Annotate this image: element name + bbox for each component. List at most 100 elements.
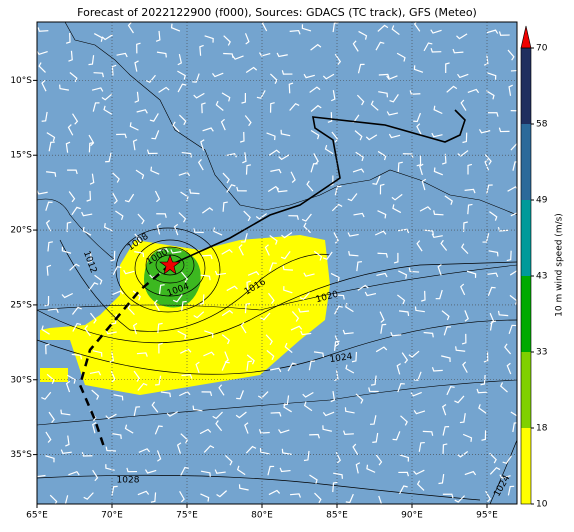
wind-barb xyxy=(322,411,335,417)
wind-barb xyxy=(464,470,477,476)
wind-barb xyxy=(195,361,200,374)
wind-barb xyxy=(509,294,517,305)
wind-barb xyxy=(176,442,182,454)
wind-barb xyxy=(112,290,124,296)
wind-barb xyxy=(354,130,363,141)
wind-barb xyxy=(377,252,388,258)
wind-barb xyxy=(413,469,425,475)
wind-barb xyxy=(379,183,385,195)
wind-barb xyxy=(433,210,444,216)
wind-barb xyxy=(173,294,183,303)
wind-yellow xyxy=(40,368,68,382)
wind-barb xyxy=(441,153,447,165)
wind-barb xyxy=(238,244,244,256)
wind-barb xyxy=(430,29,442,34)
wind-barb xyxy=(347,193,358,202)
wind-barb xyxy=(506,250,512,262)
wind-barb xyxy=(375,41,385,51)
wind-barb xyxy=(67,374,76,384)
wind-barb xyxy=(156,51,167,58)
wind-barb xyxy=(179,348,192,354)
wind-barb xyxy=(72,113,79,125)
wind-barb xyxy=(289,493,301,498)
wind-barb xyxy=(61,495,69,504)
wind-barb xyxy=(330,272,340,282)
wind-barb xyxy=(156,450,162,462)
wind-barb xyxy=(502,455,512,465)
wind-barb xyxy=(245,164,252,175)
wind-barb xyxy=(483,351,489,363)
wind-barb xyxy=(144,469,157,474)
colorbar-segment xyxy=(521,124,531,200)
wind-barb xyxy=(212,411,223,420)
wind-barb xyxy=(116,133,127,139)
wind-barb xyxy=(260,312,271,321)
wind-barb xyxy=(467,88,480,94)
wind-barb xyxy=(132,322,138,335)
wind-barb xyxy=(489,211,498,221)
wind-barb xyxy=(266,132,276,141)
wind-barb xyxy=(488,250,499,257)
wind-barb xyxy=(105,413,117,420)
wind-barb xyxy=(438,473,445,485)
wind-barb xyxy=(342,329,354,335)
wind-barb xyxy=(431,132,443,138)
wind-barb xyxy=(333,472,343,479)
wind-barb xyxy=(345,493,354,504)
wind-barb xyxy=(486,29,499,34)
colorbar-segment xyxy=(521,428,531,504)
wind-barb xyxy=(498,127,510,133)
wind-barb xyxy=(46,373,55,385)
wind-barb xyxy=(173,223,179,236)
wind-barb xyxy=(137,213,145,225)
x-tick-label: 95°E xyxy=(476,511,498,521)
wind-barb xyxy=(71,353,82,360)
wind-barb xyxy=(423,229,434,236)
wind-barb xyxy=(166,411,179,417)
wind-barb xyxy=(71,306,82,315)
wind-barb xyxy=(150,166,160,175)
wind-barb xyxy=(279,467,291,473)
wind-barb xyxy=(47,308,59,313)
wind-barb xyxy=(330,391,336,403)
wind-barb xyxy=(461,243,469,255)
wind-barb xyxy=(60,409,71,416)
wind-barb xyxy=(37,50,48,56)
wind-barb xyxy=(241,93,247,104)
wind-barb xyxy=(218,384,225,396)
wind-barb xyxy=(37,190,48,195)
wind-barb xyxy=(499,474,511,479)
wind-barb xyxy=(334,369,339,382)
wind-barb xyxy=(170,23,181,32)
wind-barb xyxy=(111,433,122,440)
wind-barb xyxy=(460,283,466,296)
wind-barb xyxy=(291,311,300,322)
wind-barb xyxy=(45,201,53,211)
wind-barb xyxy=(203,445,215,453)
wind-barb xyxy=(199,428,212,435)
wind-barb xyxy=(115,210,124,221)
wind-barb xyxy=(498,31,510,36)
wind-barb xyxy=(301,213,312,222)
x-tick-label: 80°E xyxy=(251,511,273,521)
wind-barb xyxy=(351,351,358,363)
wind-barb xyxy=(87,252,92,264)
wind-barb xyxy=(154,190,161,203)
wind-barb xyxy=(431,233,443,239)
wind-barb xyxy=(112,172,120,183)
x-tick-label: 90°E xyxy=(401,511,423,521)
wind-barb xyxy=(396,52,406,62)
wind-barb xyxy=(225,152,237,158)
wind-barb xyxy=(335,451,342,464)
wind-barb xyxy=(133,370,141,382)
wind-barb xyxy=(41,80,47,92)
wind-barb xyxy=(355,462,361,474)
wind-barb xyxy=(123,269,135,275)
wind-barb xyxy=(221,248,233,255)
wind-barb xyxy=(178,212,187,223)
wind-barb xyxy=(333,232,339,244)
wind-barb xyxy=(94,274,103,285)
wind-barb xyxy=(101,93,113,101)
wind-barb xyxy=(334,53,342,66)
wind-barb xyxy=(269,235,278,245)
